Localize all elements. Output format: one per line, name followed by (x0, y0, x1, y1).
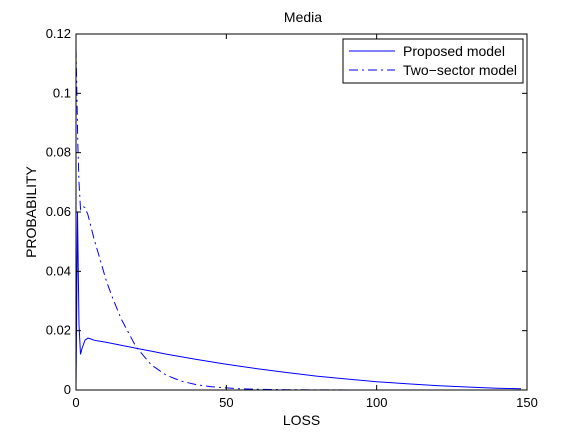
legend: Proposed model Two−sector model (342, 38, 524, 84)
chart-title: Media (284, 9, 322, 25)
y-tick-label: 0.1 (53, 85, 71, 100)
legend-label: Two−sector model (403, 62, 517, 78)
y-tick-label: 0.06 (46, 204, 71, 219)
axis-ticks: 0 50 100 150 0 0.02 0.04 0.06 0.08 0.1 0.12 (46, 26, 538, 410)
legend-label: Proposed model (403, 43, 505, 59)
x-tick-label: 100 (366, 395, 388, 410)
x-tick-label: 150 (516, 395, 538, 410)
y-tick-label: 0.04 (46, 263, 71, 278)
y-axis-title: PROBABILITY (23, 165, 39, 257)
x-tick-label: 0 (72, 395, 79, 410)
plot-frame (75, 33, 528, 391)
legend-box (342, 38, 524, 84)
x-axis-title: LOSS (283, 412, 320, 428)
series-line-1 (75, 211, 522, 391)
x-tick-label: 50 (219, 395, 233, 410)
y-tick-label: 0.08 (46, 145, 71, 160)
y-tick-label: 0 (64, 382, 71, 397)
y-tick-label: 0.12 (46, 26, 71, 41)
plot-area (75, 48, 522, 391)
series-line-2 (75, 48, 521, 391)
y-tick-label: 0.02 (46, 323, 71, 338)
